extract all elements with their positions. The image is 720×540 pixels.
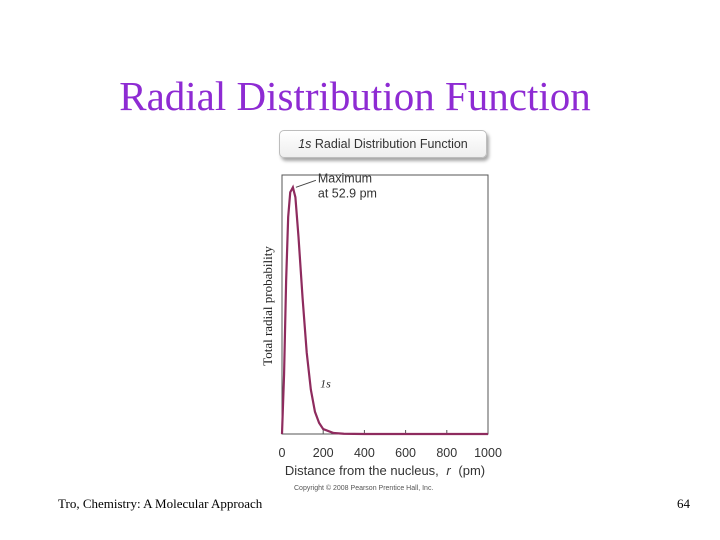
- x-axis-label-unit: (pm): [458, 463, 485, 478]
- plot-frame: [281, 174, 489, 435]
- x-axis-label: Distance from the nucleus, r (pm): [285, 463, 485, 478]
- x-tick-label-800: 800: [436, 446, 457, 460]
- series-label-1s: 1s: [320, 376, 331, 390]
- maximum-annotation-line1: Maximum: [318, 171, 372, 185]
- page-number: 64: [677, 496, 690, 511]
- x-axis-label-prefix: Distance from the nucleus,: [285, 463, 439, 478]
- x-tick-label-400: 400: [354, 446, 375, 460]
- x-axis-label-var: r: [446, 463, 451, 478]
- footer-source: Tro, Chemistry: A Molecular Approach: [58, 496, 263, 511]
- slide-title: Radial Distribution Function: [119, 73, 591, 119]
- y-axis-label: Total radial probability: [260, 246, 275, 366]
- x-tick-label-200: 200: [313, 446, 334, 460]
- maximum-annotation-leader: [295, 179, 317, 188]
- copyright-notice: Copyright © 2008 Pearson Prentice Hall, …: [294, 485, 434, 492]
- maximum-annotation-line2: at 52.9 pm: [318, 186, 377, 200]
- x-tick-label-600: 600: [395, 446, 416, 460]
- chart-title: 1s Radial Distribution Function: [279, 130, 487, 158]
- series-line-1s: [280, 184, 488, 436]
- chart-title-text: Radial Distribution Function: [314, 137, 468, 151]
- chart-title-prefix: 1s: [298, 137, 312, 151]
- x-tick-label-0: 0: [279, 446, 286, 460]
- x-tick-label-1000: 1000: [474, 446, 502, 460]
